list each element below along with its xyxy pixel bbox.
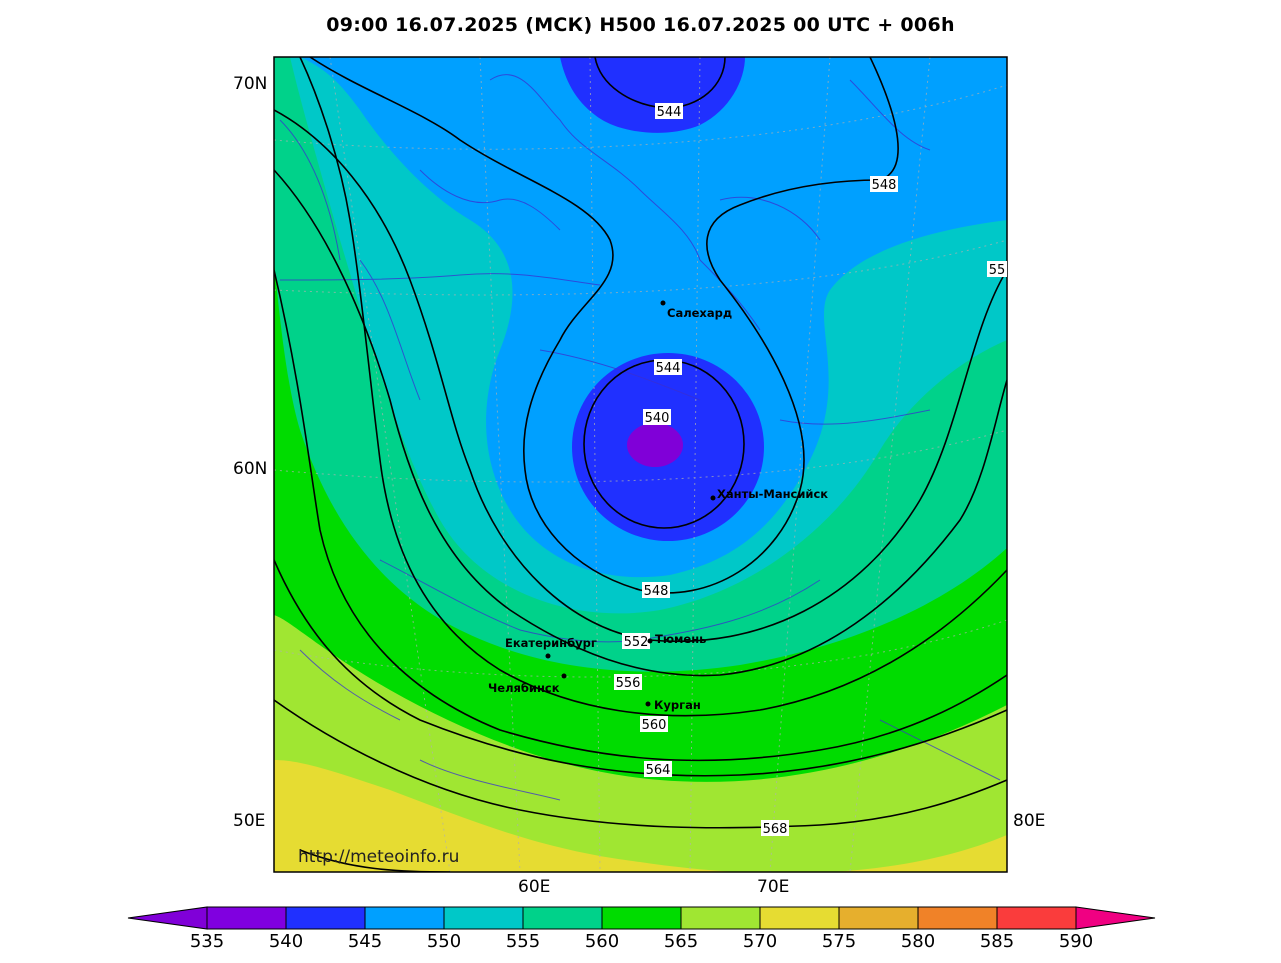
colorbar-tick-label: 550 bbox=[426, 931, 462, 952]
contour-label: 568 bbox=[763, 822, 788, 837]
colorbar-tick-label: 580 bbox=[900, 931, 936, 952]
colorbar-tick-label: 575 bbox=[821, 931, 857, 952]
contour-label: 548 bbox=[872, 178, 897, 193]
colorbar-tick-label: 555 bbox=[505, 931, 541, 952]
filled-contours bbox=[274, 57, 1007, 872]
borders bbox=[279, 74, 1001, 801]
contour-label: 560 bbox=[642, 718, 667, 733]
contour-label: 544 bbox=[657, 105, 682, 120]
colorbar-tick-label: 535 bbox=[189, 931, 225, 952]
colorbar-tick-label: 540 bbox=[268, 931, 304, 952]
city-label: Екатеринбург bbox=[505, 636, 597, 650]
contour-label: 564 bbox=[646, 763, 671, 778]
lon-label: 80E bbox=[1013, 811, 1046, 831]
city-label: Тюмень bbox=[655, 632, 706, 646]
map-title: 09:00 16.07.2025 (МСК) H500 16.07.2025 0… bbox=[326, 14, 955, 36]
contour-label: 540 bbox=[645, 411, 670, 426]
lat-label: 50E bbox=[233, 811, 266, 831]
city-label: Салехард bbox=[667, 306, 732, 320]
colorbar-tick-label: 570 bbox=[742, 931, 778, 952]
contour-label: 544 bbox=[656, 361, 681, 376]
contour-label: 548 bbox=[644, 584, 669, 599]
contour-label: 552 bbox=[624, 635, 649, 650]
graticule bbox=[274, 57, 1007, 872]
city-label: Челябинск bbox=[488, 681, 560, 695]
colorbar-tick-label: 585 bbox=[979, 931, 1015, 952]
contour-label-group: 544 548 55 544 540 548 552 556 560 564 5… bbox=[614, 103, 1007, 837]
lat-label: 70N bbox=[233, 74, 268, 94]
map-frame bbox=[273, 56, 1008, 873]
lon-label: 60E bbox=[518, 877, 551, 897]
colorbar-tick-label: 565 bbox=[663, 931, 699, 952]
city-label: Курган bbox=[654, 698, 701, 712]
contour-label: 556 bbox=[616, 676, 641, 691]
colorbar-tick-label: 590 bbox=[1058, 931, 1094, 952]
lat-label: 60N bbox=[233, 459, 268, 479]
colorbar-tick-label: 545 bbox=[347, 931, 383, 952]
city-group: Салехард Ханты-Мансийск Екатеринбург Тюм… bbox=[488, 300, 828, 712]
watermark: http://meteoinfo.ru bbox=[298, 847, 459, 867]
contour-label: 55 bbox=[989, 263, 1006, 278]
city-label: Ханты-Мансийск bbox=[717, 487, 828, 501]
lon-label: 70E bbox=[757, 877, 790, 897]
colorbar-tick-label: 560 bbox=[584, 931, 620, 952]
